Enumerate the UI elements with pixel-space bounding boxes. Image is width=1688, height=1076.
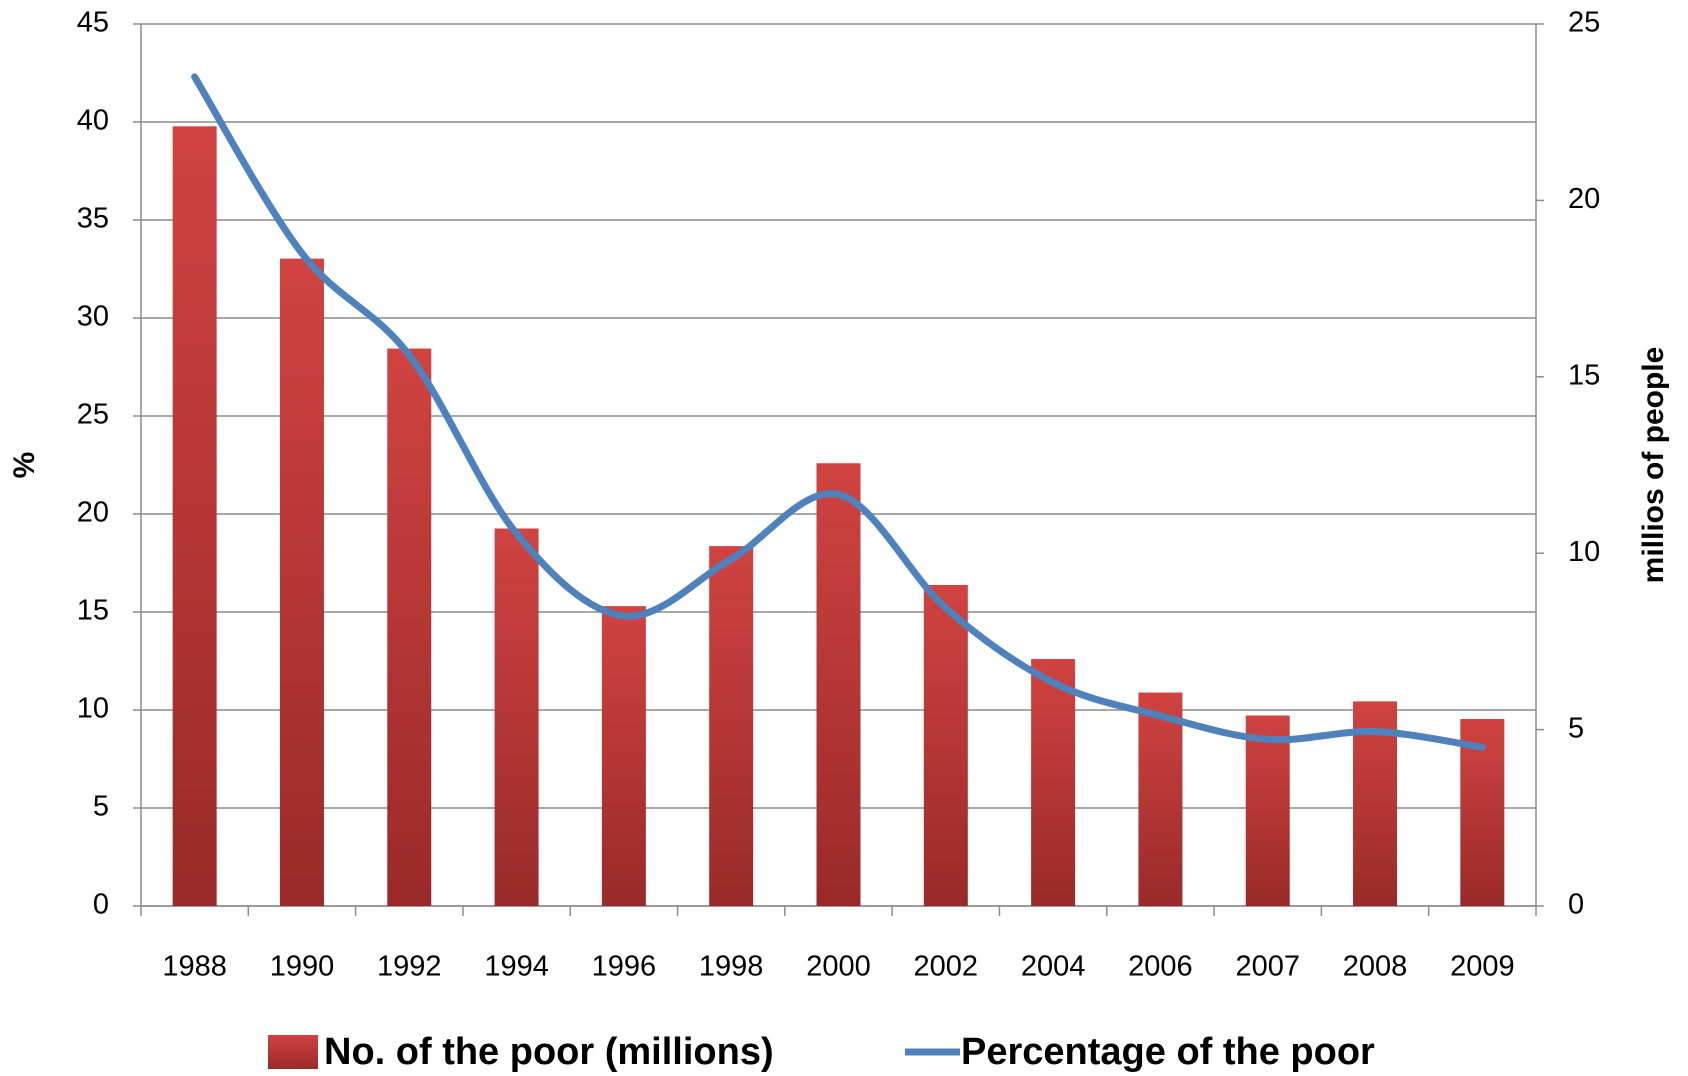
y2-axis-label: millios of people: [1637, 347, 1670, 584]
bar: [1245, 715, 1290, 906]
bar: [709, 546, 754, 906]
x-tick-label: 2004: [1021, 951, 1086, 983]
x-tick-label: 1992: [377, 951, 442, 983]
y-tick-label: 15: [77, 595, 109, 627]
line: [191, 73, 1486, 751]
x-tick-label: 2002: [914, 951, 979, 983]
y2-tick-label: 20: [1568, 183, 1600, 215]
x-tick-label: 2008: [1343, 951, 1408, 983]
x-tick-label: 2009: [1450, 951, 1515, 983]
legend-swatch: [268, 1035, 318, 1069]
bar: [1138, 692, 1183, 906]
bar: [1031, 659, 1076, 906]
x-tick-label: 2000: [806, 951, 871, 983]
y-tick-label: 35: [77, 203, 109, 235]
x-tick-label: 2006: [1128, 951, 1193, 983]
bar: [279, 258, 324, 906]
y2-tick-label: 5: [1568, 712, 1584, 744]
bar: [172, 126, 217, 906]
x-tick-label: 1988: [162, 951, 227, 983]
y-tick-label: 10: [77, 693, 109, 725]
x-tick-label: 1994: [484, 951, 549, 983]
y-tick-label: 0: [93, 889, 109, 921]
y2-tick-label: 10: [1568, 536, 1600, 568]
y-tick-label: 5: [93, 791, 109, 823]
x-tick-label: 2007: [1235, 951, 1300, 983]
y2-tick-label: 0: [1568, 889, 1584, 921]
bar: [601, 606, 646, 906]
y-tick-label: 30: [77, 301, 109, 333]
x-tick-label: 1996: [592, 951, 657, 983]
y-tick-label: 20: [77, 497, 109, 529]
bar: [494, 528, 539, 906]
y2-tick-label: 25: [1568, 7, 1600, 39]
y-tick-label: 40: [77, 105, 109, 137]
y-tick-label: 25: [77, 399, 109, 431]
y2-tick-label: 15: [1568, 359, 1600, 391]
x-tick-label: 1998: [699, 951, 764, 983]
bar: [387, 348, 432, 906]
legend-label: No. of the poor (millions): [324, 1031, 774, 1073]
y-tick-label: 45: [77, 7, 109, 39]
bar: [816, 463, 861, 906]
legend-label: Percentage of the poor: [961, 1031, 1375, 1073]
y-axis-label: %: [8, 452, 41, 479]
x-tick-label: 1990: [270, 951, 335, 983]
bar: [923, 584, 968, 906]
